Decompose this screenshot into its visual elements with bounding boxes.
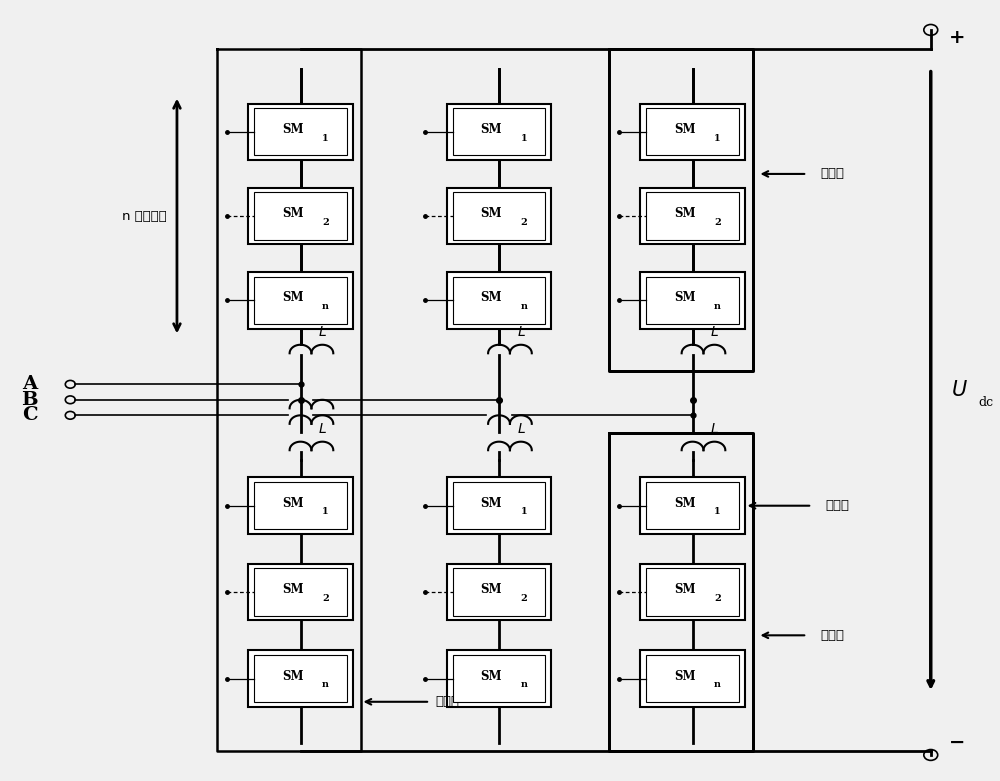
Text: C: C [22, 406, 38, 424]
Text: $U$: $U$ [951, 380, 967, 401]
Text: SM: SM [480, 497, 502, 510]
Text: SM: SM [282, 291, 303, 305]
Bar [453, 192, 545, 240]
Text: SM: SM [674, 291, 695, 305]
Text: SM: SM [282, 583, 303, 596]
Bar [254, 569, 347, 615]
Text: SM: SM [282, 497, 303, 510]
Bar [254, 109, 347, 155]
Text: $L$: $L$ [517, 423, 526, 437]
Text: SM: SM [282, 669, 303, 683]
Text: n: n [322, 680, 329, 689]
Text: B: B [21, 390, 38, 408]
Text: SM: SM [480, 669, 502, 683]
Text: 1: 1 [322, 508, 329, 516]
Text: 下桥臂: 下桥臂 [820, 629, 844, 642]
Bar [646, 569, 739, 615]
Text: SM: SM [480, 583, 502, 596]
Text: $L$: $L$ [710, 326, 719, 339]
Bar [640, 104, 745, 160]
Text: n: n [520, 680, 527, 689]
Text: −: − [949, 734, 965, 752]
Bar [447, 272, 551, 329]
Text: $L$: $L$ [517, 326, 526, 339]
Text: SM: SM [480, 291, 502, 305]
Bar [640, 564, 745, 620]
Text: SM: SM [674, 583, 695, 596]
Text: SM: SM [674, 497, 695, 510]
Bar [646, 655, 739, 702]
Bar [640, 187, 745, 244]
Text: 上桥臂: 上桥臂 [820, 167, 844, 180]
Text: 1: 1 [714, 508, 721, 516]
Bar [453, 569, 545, 615]
Text: 2: 2 [322, 594, 329, 603]
Text: SM: SM [282, 123, 303, 136]
Text: 相单元: 相单元 [435, 695, 459, 708]
Text: n: n [714, 680, 721, 689]
Bar [254, 482, 347, 530]
Text: 2: 2 [520, 218, 527, 226]
Text: 1: 1 [521, 134, 527, 143]
Text: 1: 1 [322, 134, 329, 143]
Bar [453, 655, 545, 702]
Text: n: n [322, 302, 329, 311]
Bar [248, 477, 353, 534]
Bar [248, 651, 353, 707]
Text: 2: 2 [714, 218, 721, 226]
Bar [453, 109, 545, 155]
Text: 子模块: 子模块 [825, 499, 849, 512]
Text: 2: 2 [520, 594, 527, 603]
Text: n: n [714, 302, 721, 311]
Bar [447, 187, 551, 244]
Text: $L$: $L$ [318, 423, 327, 437]
Text: 1: 1 [714, 134, 721, 143]
Text: 2: 2 [322, 218, 329, 226]
Bar [447, 564, 551, 620]
Bar [646, 482, 739, 530]
Bar [254, 655, 347, 702]
Text: SM: SM [674, 123, 695, 136]
Text: 1: 1 [521, 508, 527, 516]
Bar [447, 477, 551, 534]
Text: SM: SM [480, 207, 502, 220]
Text: SM: SM [674, 669, 695, 683]
Text: SM: SM [480, 123, 502, 136]
Bar [453, 482, 545, 530]
Bar [248, 564, 353, 620]
Bar [640, 651, 745, 707]
Bar [453, 276, 545, 324]
Bar [248, 104, 353, 160]
Bar [447, 104, 551, 160]
Bar [254, 192, 347, 240]
Text: A: A [22, 376, 38, 394]
Text: SM: SM [674, 207, 695, 220]
Bar [640, 272, 745, 329]
Bar [248, 187, 353, 244]
Text: SM: SM [282, 207, 303, 220]
Text: dc: dc [978, 396, 994, 408]
Text: 2: 2 [714, 594, 721, 603]
Bar [640, 477, 745, 534]
Bar [248, 272, 353, 329]
Bar [646, 192, 739, 240]
Bar [447, 651, 551, 707]
Text: +: + [949, 29, 965, 47]
Text: $L$: $L$ [710, 423, 719, 437]
Bar [646, 276, 739, 324]
Text: n: n [520, 302, 527, 311]
Text: $L$: $L$ [318, 326, 327, 339]
Bar [646, 109, 739, 155]
Bar [254, 276, 347, 324]
Text: n 个子模块: n 个子模块 [122, 209, 167, 223]
